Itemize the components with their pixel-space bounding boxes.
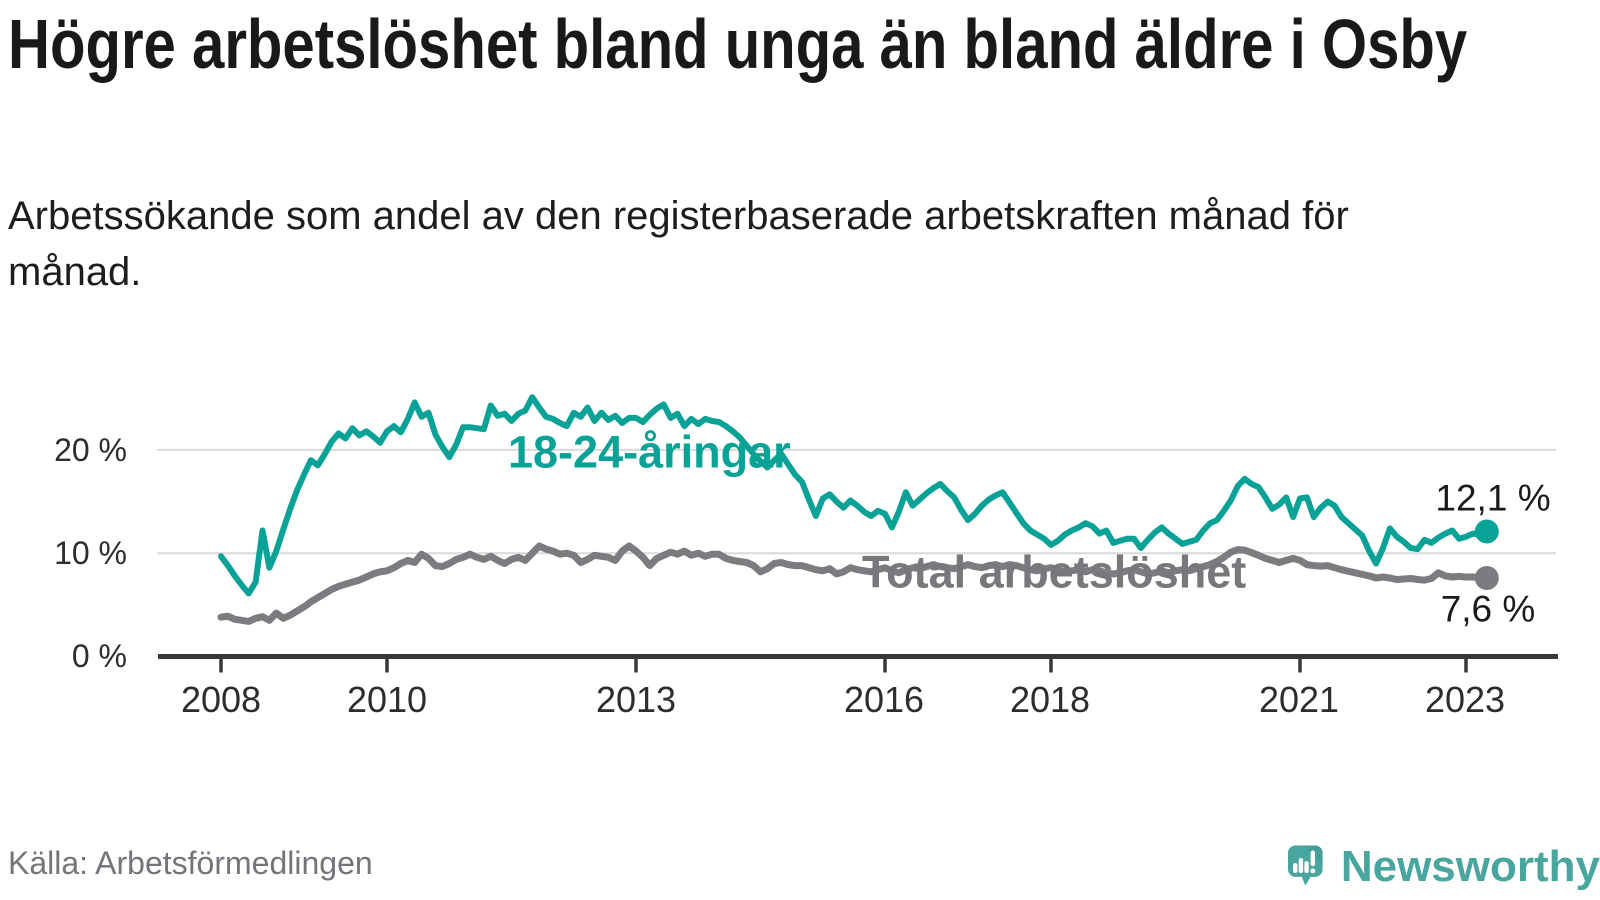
- x-axis-label-2023: 2023: [1424, 679, 1506, 720]
- page-title: Högre arbetslöshet bland unga än bland ä…: [8, 5, 1468, 83]
- x-axis-label-2010: 2010: [346, 679, 428, 720]
- end-value-youth: 12,1 %: [1435, 477, 1551, 519]
- y-axis-label-0: 0 %: [71, 638, 127, 674]
- x-axis-label-2021: 2021: [1258, 679, 1340, 720]
- x-axis-label-2018: 2018: [1009, 679, 1091, 720]
- end-value-total: 7,6 %: [1440, 588, 1536, 630]
- series-label-total: Total arbetslöshet: [862, 546, 1247, 598]
- series-label-youth: 18-24-åringar: [508, 426, 791, 478]
- x-axis-label-2013: 2013: [595, 679, 677, 720]
- y-axis-label-10: 10 %: [54, 535, 127, 571]
- x-axis-label-2016: 2016: [843, 679, 925, 720]
- page-subtitle: Arbetssökande som andel av den registerb…: [8, 194, 1349, 294]
- newsworthy-logo[interactable]: Newsworthy: [1288, 833, 1600, 900]
- source-note: Källa: Arbetsförmedlingen: [8, 845, 373, 881]
- newsworthy-wordmark: Newsworthy: [1340, 841, 1600, 891]
- y-axis-label-20: 20 %: [54, 432, 127, 468]
- x-axis-label-2008: 2008: [180, 679, 262, 720]
- newsworthy-bubble-icon: [1288, 845, 1323, 886]
